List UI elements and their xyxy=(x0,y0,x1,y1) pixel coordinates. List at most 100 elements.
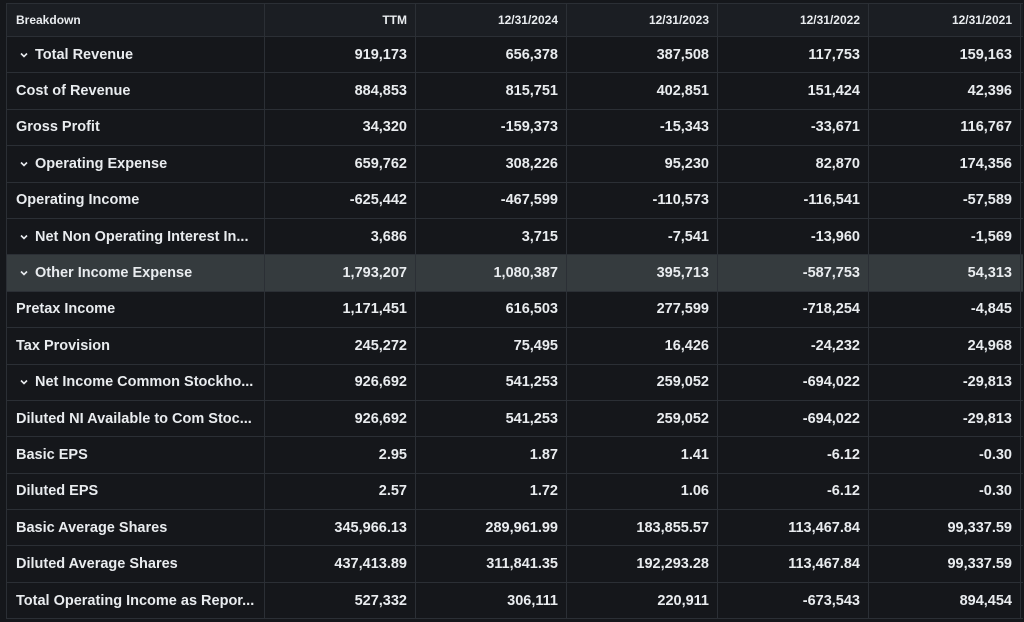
table-row: Operating Income -625,442 -467,599 -110,573… xyxy=(7,182,1023,219)
value-cell: 220,911 xyxy=(567,582,718,619)
value-cell: -694,022 xyxy=(718,400,869,437)
row-label-cell[interactable]: Net Non Operating Interest In... xyxy=(7,218,265,255)
financials-table: Breakdown TTM 12/31/2024 12/31/2023 12/3… xyxy=(6,3,1023,620)
table-row: Total Operating Income as Repor... 527,33… xyxy=(7,582,1023,620)
value-cell: 919,173 xyxy=(265,37,416,73)
row-label-cell[interactable]: Operating Expense xyxy=(7,146,265,182)
chevron-down-icon[interactable] xyxy=(17,48,31,62)
value-cell: -57,589 xyxy=(869,182,1021,218)
table-row: Basic Average Shares 345,966.13 289,961.99… xyxy=(7,510,1023,547)
value-cell: -4,845 xyxy=(869,291,1021,328)
value-cell: 437,413.89 xyxy=(265,546,416,582)
value-cell: 34,320 xyxy=(265,109,416,146)
value-cell: 277,599 xyxy=(567,291,718,328)
value-cell: 2.57 xyxy=(265,473,416,510)
value-cell: 183,855.57 xyxy=(567,510,718,546)
value-cell: 3,686 xyxy=(265,218,416,255)
value-cell: 113,467.84 xyxy=(718,546,869,582)
value-cell: 395,713 xyxy=(567,255,718,291)
row-label: Cost of Revenue xyxy=(16,83,131,100)
row-label: Tax Provision xyxy=(16,337,111,354)
value-cell: 113,467.84 xyxy=(718,510,869,546)
value-cell: 1.72 xyxy=(416,473,567,510)
row-label-cell: Operating Income xyxy=(7,182,265,218)
value-cell: 174,356 xyxy=(869,146,1021,182)
header-2024[interactable]: 12/31/2024 xyxy=(416,4,567,36)
value-cell: -718,254 xyxy=(718,291,869,328)
value-cell: 1,793,207 xyxy=(265,255,416,291)
value-cell: -0.30 xyxy=(869,437,1021,473)
table-row: Gross Profit 34,320 -159,373 -15,343 -33,671… xyxy=(7,109,1023,147)
header-2022[interactable]: 12/31/2022 xyxy=(718,4,869,36)
table-row[interactable]: Other Income Expense 1,793,207 1,080,387 39… xyxy=(7,255,1023,292)
value-cell: 527,332 xyxy=(265,582,416,619)
row-label: Diluted NI Available to Com Stoc... xyxy=(16,410,252,427)
value-cell: 311,841.35 xyxy=(416,546,567,582)
value-cell: -13,960 xyxy=(718,218,869,255)
value-cell: 1.41 xyxy=(567,437,718,473)
value-cell: 95,230 xyxy=(567,146,718,182)
row-label-cell: Basic Average Shares xyxy=(7,510,265,546)
value-cell: 16,426 xyxy=(567,328,718,364)
value-cell: -587,753 xyxy=(718,255,869,291)
value-cell: -0.30 xyxy=(869,473,1021,510)
value-cell: 616,503 xyxy=(416,291,567,328)
table-row: Tax Provision 245,272 75,495 16,426 -24,232 2… xyxy=(7,328,1023,365)
table-header: Breakdown TTM 12/31/2024 12/31/2023 12/3… xyxy=(7,4,1023,37)
row-label: Diluted EPS xyxy=(16,483,99,500)
value-cell: -116,541 xyxy=(718,182,869,218)
value-cell: -467,599 xyxy=(416,182,567,218)
value-cell: 99,337.59 xyxy=(869,546,1021,582)
row-label: Total Operating Income as Repor... xyxy=(16,592,255,609)
header-2021[interactable]: 12/31/2021 xyxy=(869,4,1021,36)
row-label-cell: Total Operating Income as Repor... xyxy=(7,582,265,619)
row-label: Pretax Income xyxy=(16,301,116,318)
row-label-cell: Basic EPS xyxy=(7,437,265,473)
row-label-cell: Diluted NI Available to Com Stoc... xyxy=(7,400,265,437)
row-label-cell[interactable]: Total Revenue xyxy=(7,37,265,73)
value-cell: -694,022 xyxy=(718,364,869,400)
chevron-down-icon[interactable] xyxy=(17,375,31,389)
value-cell: 541,253 xyxy=(416,364,567,400)
value-cell: -6.12 xyxy=(718,473,869,510)
table-row[interactable]: Operating Expense 659,762 308,226 95,230 82,… xyxy=(7,146,1023,183)
row-label: Basic EPS xyxy=(16,446,88,463)
row-label-cell: Diluted Average Shares xyxy=(7,546,265,582)
value-cell: 82,870 xyxy=(718,146,869,182)
value-cell: 245,272 xyxy=(265,328,416,364)
table-row: Basic EPS 2.95 1.87 1.41 -6.12 -0.30 xyxy=(7,437,1023,474)
value-cell: 192,293.28 xyxy=(567,546,718,582)
value-cell: 926,692 xyxy=(265,400,416,437)
value-cell: -24,232 xyxy=(718,328,869,364)
table-row[interactable]: Total Revenue 919,173 656,378 387,508 117,75… xyxy=(7,37,1023,74)
table-row[interactable]: Net Income Common Stockho... 926,692 541,2… xyxy=(7,364,1023,401)
chevron-down-icon[interactable] xyxy=(17,266,31,280)
table-row[interactable]: Net Non Operating Interest In... 3,686 3,7… xyxy=(7,218,1023,256)
header-breakdown[interactable]: Breakdown xyxy=(7,4,265,36)
value-cell: 306,111 xyxy=(416,582,567,619)
row-label-cell: Pretax Income xyxy=(7,291,265,328)
value-cell: 926,692 xyxy=(265,364,416,400)
row-label: Operating Income xyxy=(16,192,140,209)
chevron-down-icon[interactable] xyxy=(17,230,31,244)
value-cell: -625,442 xyxy=(265,182,416,218)
value-cell: 1.06 xyxy=(567,473,718,510)
value-cell: 656,378 xyxy=(416,37,567,73)
header-ttm[interactable]: TTM xyxy=(265,4,416,36)
table-row: Diluted NI Available to Com Stoc... 926,6… xyxy=(7,400,1023,438)
value-cell: 1.87 xyxy=(416,437,567,473)
row-label-cell[interactable]: Other Income Expense xyxy=(7,255,265,291)
value-cell: 159,163 xyxy=(869,37,1021,73)
value-cell: 259,052 xyxy=(567,400,718,437)
row-label: Total Revenue xyxy=(35,46,134,63)
chevron-down-icon[interactable] xyxy=(17,157,31,171)
value-cell: 42,396 xyxy=(869,73,1021,109)
header-2023[interactable]: 12/31/2023 xyxy=(567,4,718,36)
value-cell: 815,751 xyxy=(416,73,567,109)
table-row: Diluted Average Shares 437,413.89 311,841.… xyxy=(7,546,1023,583)
value-cell: -29,813 xyxy=(869,400,1021,437)
row-label: Operating Expense xyxy=(35,155,168,172)
row-label-cell[interactable]: Net Income Common Stockho... xyxy=(7,364,265,400)
value-cell: 308,226 xyxy=(416,146,567,182)
row-label-cell: Cost of Revenue xyxy=(7,73,265,109)
